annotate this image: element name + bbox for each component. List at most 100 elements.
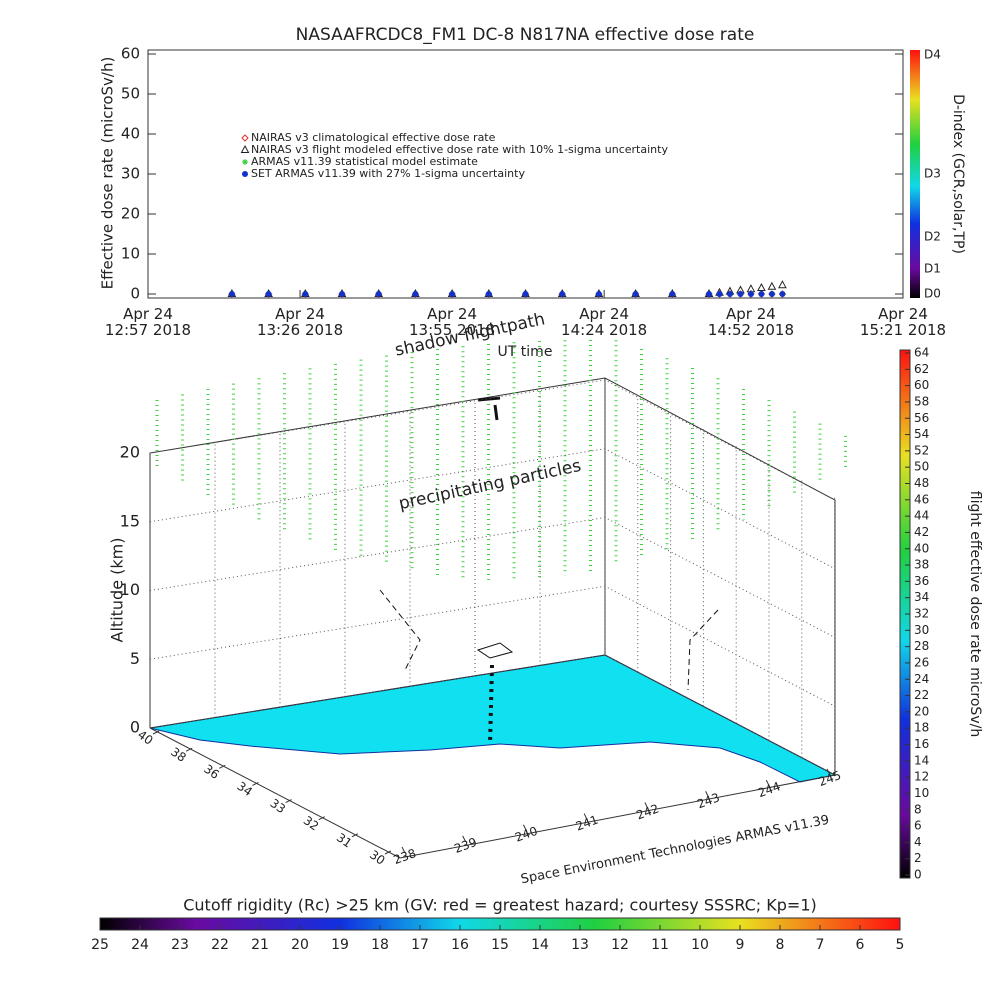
colorbar-tick-label: 50 xyxy=(914,460,929,474)
colorbar-tick-label: 18 xyxy=(914,721,929,735)
x-tick-label: Apr 24 13:55 2018 xyxy=(409,305,496,339)
z-tick-label: 20 xyxy=(120,443,140,462)
y-tick xyxy=(384,850,392,855)
colorbar-tick-label: 30 xyxy=(914,623,929,637)
grid-line xyxy=(149,585,836,707)
x-tick xyxy=(401,846,406,854)
colorbar-tick-label: 20 xyxy=(914,704,929,718)
x-tick-label: Apr 24 14:24 2018 xyxy=(561,305,648,339)
colorbar-tick-label: 48 xyxy=(914,476,929,490)
colorbar-tick-label: 22 xyxy=(914,688,929,702)
colorbar-tick-label: 4 xyxy=(914,835,922,849)
point xyxy=(767,281,777,290)
colorbar-tick-label: 24 xyxy=(914,672,929,686)
x-tick-label: Apr 24 15:21 2018 xyxy=(859,305,947,339)
y-tick-label: 31 xyxy=(334,830,355,850)
point xyxy=(228,291,235,297)
y-tick-label: 34 xyxy=(234,779,255,799)
x-tick-label: 242 xyxy=(635,801,661,822)
colorbar-tick-label: 54 xyxy=(914,427,929,441)
z-axis-label: Altitude (km) xyxy=(108,538,127,643)
colorbar-tick-label: 16 xyxy=(451,937,469,953)
grid-line xyxy=(149,379,836,501)
point xyxy=(595,291,602,297)
point xyxy=(726,291,733,297)
colorbar-tick-label: 34 xyxy=(914,590,929,604)
colorbar-tick-label: 17 xyxy=(411,937,429,953)
credit: Space Environment Technologies ARMAS v11… xyxy=(520,813,831,888)
point xyxy=(412,291,419,297)
x-tick-label: Apr 24 13:26 2018 xyxy=(256,305,344,339)
point xyxy=(449,291,456,297)
colorbar-tick-label: 32 xyxy=(914,607,929,621)
colorbar-tick-label: 21 xyxy=(251,937,269,953)
legend-label: ARMAS v11.39 statistical model estimate xyxy=(251,155,478,168)
z-tick-label: 15 xyxy=(120,511,140,530)
colorbar-tick-label: 10 xyxy=(914,786,929,800)
y-tick-label: 30 xyxy=(367,847,388,867)
z-tick-label: 0 xyxy=(130,718,140,737)
point xyxy=(669,291,676,297)
point xyxy=(757,282,766,291)
legend-label: NAIRAS v3 flight modeled effective dose … xyxy=(251,143,668,156)
colorbar-tick-label: 16 xyxy=(914,737,929,751)
y-axis-label: Effective dose rate (microSv/h) xyxy=(99,57,117,290)
dose-columns xyxy=(155,340,847,580)
y-tick xyxy=(318,816,325,821)
x-tick xyxy=(583,813,588,820)
point xyxy=(716,291,723,297)
colorbar-tick-label: 0 xyxy=(914,868,922,882)
colorbar-tick-label: 11 xyxy=(651,937,669,953)
x-tick-label: 238 xyxy=(392,846,418,867)
colorbar-tick-label: 2 xyxy=(914,851,922,865)
colorbar-tick-label: 23 xyxy=(171,937,189,953)
y-tick xyxy=(219,764,226,769)
colorbar-tick-label: 20 xyxy=(291,937,309,953)
colorbar-tick-label: 36 xyxy=(914,574,929,588)
colorbar-tick-label: 56 xyxy=(914,411,929,425)
colorbar-tick-label: 14 xyxy=(531,937,549,953)
y-tick-label: 60 xyxy=(121,45,140,63)
y-tick xyxy=(252,781,259,786)
colorbar-tick-label: 6 xyxy=(914,819,922,833)
x-tick-label: 243 xyxy=(695,790,721,811)
y-tick xyxy=(351,833,359,838)
legend-marker xyxy=(242,171,248,177)
point xyxy=(522,291,529,297)
flight-track xyxy=(379,396,719,746)
point xyxy=(747,291,754,297)
point xyxy=(768,291,775,297)
colorbar-tick-label: 14 xyxy=(914,753,929,767)
colorbar-tick-label: 42 xyxy=(914,525,929,539)
colorbar-tick-label: 60 xyxy=(914,378,929,392)
x-tick xyxy=(644,802,649,809)
grid-line xyxy=(149,654,836,776)
point xyxy=(779,291,786,297)
colorbar-tick-label: 13 xyxy=(571,937,589,953)
grid-line xyxy=(149,448,836,570)
y-tick xyxy=(185,747,193,752)
x-tick-label: 241 xyxy=(574,813,600,834)
colorbar xyxy=(910,50,920,298)
colorbar-tick-label: D0 xyxy=(924,287,941,301)
colorbar-tick-label: 7 xyxy=(816,937,825,953)
point xyxy=(559,291,566,297)
point xyxy=(737,291,744,297)
x-axis-label: UT time xyxy=(498,344,553,360)
point xyxy=(485,291,492,297)
z-tick-label: 5 xyxy=(130,649,140,668)
legend-marker xyxy=(240,144,250,153)
colorbar-label: flight effective dose rate microSv/h xyxy=(967,491,983,737)
x-tick-label: Apr 24 12:57 2018 xyxy=(104,305,192,339)
point xyxy=(706,291,713,297)
legend-label: NAIRAS v3 climatological effective dose … xyxy=(251,131,496,144)
x-tick-label: 239 xyxy=(452,835,478,856)
colorbar-tick-label: D2 xyxy=(924,230,941,244)
z-tick-label: 10 xyxy=(120,580,140,599)
point xyxy=(338,291,345,297)
colorbar-tick-label: 5 xyxy=(896,937,905,953)
y-tick-label: 38 xyxy=(168,745,189,765)
x-tick xyxy=(522,824,527,831)
x-tick xyxy=(826,768,831,776)
